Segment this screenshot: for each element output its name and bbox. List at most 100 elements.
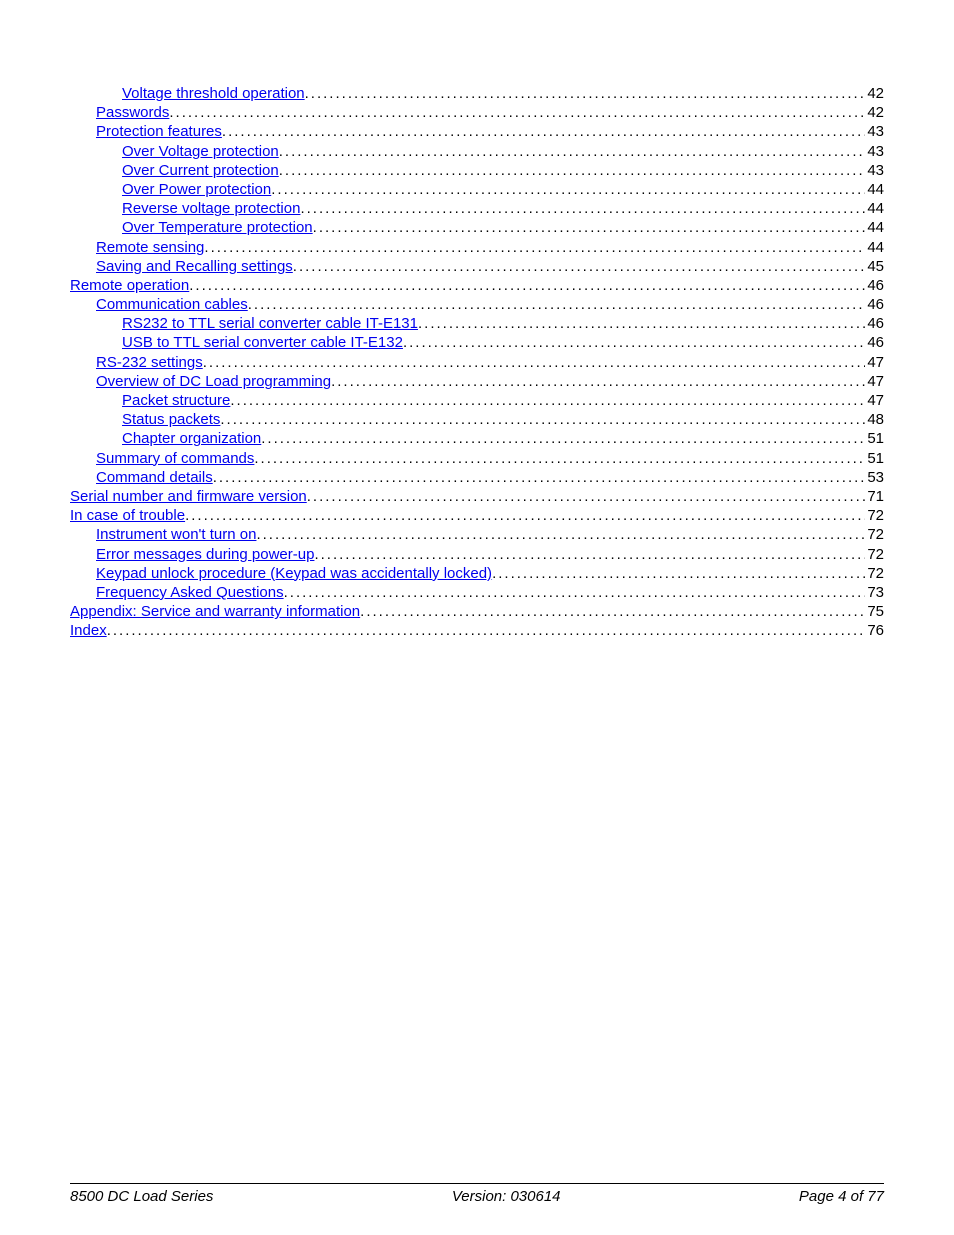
toc-leader-dots <box>271 180 865 199</box>
toc-link[interactable]: Instrument won't turn on <box>96 525 256 544</box>
toc-leader-dots <box>185 506 865 525</box>
footer-left: 8500 DC Load Series <box>70 1188 213 1205</box>
table-of-contents: Voltage threshold operation 42Passwords42… <box>70 84 884 640</box>
toc-page-number: 43 <box>865 161 884 180</box>
toc-link[interactable]: In case of trouble <box>70 506 185 525</box>
toc-link[interactable]: Over Current protection <box>122 161 279 180</box>
toc-row: Over Temperature protection44 <box>70 218 884 237</box>
toc-row: Appendix: Service and warranty informati… <box>70 602 884 621</box>
toc-link[interactable]: USB to TTL serial converter cable IT-E13… <box>122 333 403 352</box>
toc-link[interactable]: Reverse voltage protection <box>122 199 300 218</box>
toc-link[interactable]: Index <box>70 621 107 640</box>
toc-row: RS-232 settings47 <box>70 353 884 372</box>
toc-leader-dots <box>220 410 865 429</box>
toc-leader-dots <box>254 449 865 468</box>
toc-page-number: 46 <box>865 333 884 352</box>
toc-leader-dots <box>203 353 866 372</box>
toc-link[interactable]: Passwords <box>96 103 169 122</box>
toc-row: Summary of commands 51 <box>70 449 884 468</box>
toc-link[interactable]: Over Temperature protection <box>122 218 313 237</box>
toc-row: In case of trouble 72 <box>70 506 884 525</box>
toc-row: Voltage threshold operation 42 <box>70 84 884 103</box>
toc-link[interactable]: Remote operation <box>70 276 189 295</box>
toc-link[interactable]: Packet structure <box>122 391 230 410</box>
toc-row: Saving and Recalling settings 45 <box>70 257 884 276</box>
toc-leader-dots <box>403 333 865 352</box>
toc-page-number: 46 <box>865 295 884 314</box>
toc-page-number: 51 <box>865 429 884 448</box>
document-page: Voltage threshold operation 42Passwords42… <box>0 0 954 1235</box>
toc-row: Over Current protection 43 <box>70 161 884 180</box>
toc-page-number: 51 <box>865 449 884 468</box>
toc-row: Serial number and firmware version71 <box>70 487 884 506</box>
toc-page-number: 72 <box>865 525 884 544</box>
toc-leader-dots <box>360 602 865 621</box>
footer-line: 8500 DC Load Series Version: 030614 Page… <box>70 1184 884 1205</box>
toc-link[interactable]: Saving and Recalling settings <box>96 257 293 276</box>
toc-row: Protection features43 <box>70 122 884 141</box>
toc-leader-dots <box>222 122 865 141</box>
toc-page-number: 72 <box>865 506 884 525</box>
toc-leader-dots <box>189 276 865 295</box>
toc-leader-dots <box>305 84 866 103</box>
toc-row: USB to TTL serial converter cable IT-E13… <box>70 333 884 352</box>
toc-leader-dots <box>313 218 866 237</box>
toc-page-number: 48 <box>865 410 884 429</box>
toc-page-number: 44 <box>865 238 884 257</box>
toc-link[interactable]: Protection features <box>96 122 222 141</box>
toc-link[interactable]: Communication cables <box>96 295 248 314</box>
toc-leader-dots <box>204 238 865 257</box>
toc-row: Index 76 <box>70 621 884 640</box>
footer-right: Page 4 of 77 <box>799 1188 884 1205</box>
toc-link[interactable]: Voltage threshold operation <box>122 84 305 103</box>
toc-link[interactable]: Over Voltage protection <box>122 142 279 161</box>
toc-page-number: 45 <box>865 257 884 276</box>
toc-leader-dots <box>256 525 865 544</box>
toc-row: Frequency Asked Questions 73 <box>70 583 884 602</box>
toc-row: Over Voltage protection43 <box>70 142 884 161</box>
toc-row: Passwords42 <box>70 103 884 122</box>
toc-leader-dots <box>418 314 865 333</box>
toc-link[interactable]: Status packets <box>122 410 220 429</box>
toc-page-number: 76 <box>865 621 884 640</box>
toc-link[interactable]: Summary of commands <box>96 449 254 468</box>
toc-row: Packet structure47 <box>70 391 884 410</box>
toc-leader-dots <box>261 429 865 448</box>
toc-link[interactable]: Command details <box>96 468 213 487</box>
toc-page-number: 73 <box>865 583 884 602</box>
toc-leader-dots <box>107 621 866 640</box>
toc-page-number: 42 <box>865 84 884 103</box>
toc-leader-dots <box>314 545 865 564</box>
toc-link[interactable]: Chapter organization <box>122 429 261 448</box>
toc-page-number: 44 <box>865 199 884 218</box>
toc-leader-dots <box>169 103 865 122</box>
toc-page-number: 53 <box>865 468 884 487</box>
toc-link[interactable]: Error messages during power-up <box>96 545 314 564</box>
toc-page-number: 72 <box>865 564 884 583</box>
toc-page-number: 46 <box>865 314 884 333</box>
toc-row: Communication cables 46 <box>70 295 884 314</box>
toc-row: Over Power protection 44 <box>70 180 884 199</box>
toc-page-number: 44 <box>865 180 884 199</box>
toc-link[interactable]: Appendix: Service and warranty informati… <box>70 602 360 621</box>
toc-leader-dots <box>279 142 866 161</box>
toc-link[interactable]: RS-232 settings <box>96 353 203 372</box>
toc-row: Instrument won't turn on 72 <box>70 525 884 544</box>
toc-row: Chapter organization 51 <box>70 429 884 448</box>
toc-link[interactable]: Frequency Asked Questions <box>96 583 284 602</box>
toc-leader-dots <box>300 199 865 218</box>
toc-link[interactable]: Serial number and firmware version <box>70 487 307 506</box>
toc-row: Overview of DC Load programming47 <box>70 372 884 391</box>
toc-link[interactable]: Keypad unlock procedure (Keypad was acci… <box>96 564 492 583</box>
toc-leader-dots <box>279 161 866 180</box>
footer-center: Version: 030614 <box>452 1188 561 1205</box>
toc-page-number: 75 <box>865 602 884 621</box>
toc-link[interactable]: RS232 to TTL serial converter cable IT-E… <box>122 314 418 333</box>
page-footer: 8500 DC Load Series Version: 030614 Page… <box>70 1183 884 1205</box>
toc-link[interactable]: Overview of DC Load programming <box>96 372 331 391</box>
toc-link[interactable]: Over Power protection <box>122 180 271 199</box>
toc-leader-dots <box>307 487 866 506</box>
toc-leader-dots <box>331 372 865 391</box>
toc-row: RS232 to TTL serial converter cable IT-E… <box>70 314 884 333</box>
toc-link[interactable]: Remote sensing <box>96 238 204 257</box>
